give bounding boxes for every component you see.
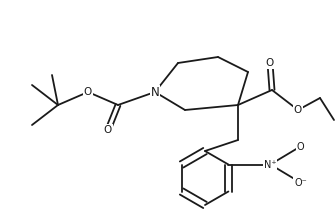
Text: O⁻: O⁻ — [294, 177, 307, 187]
Text: N⁺: N⁺ — [264, 159, 277, 170]
Text: O: O — [297, 141, 304, 152]
Text: O: O — [266, 58, 274, 68]
Text: N: N — [151, 85, 159, 99]
Text: O: O — [84, 87, 92, 97]
Text: O: O — [104, 125, 112, 135]
Text: O: O — [294, 105, 302, 115]
